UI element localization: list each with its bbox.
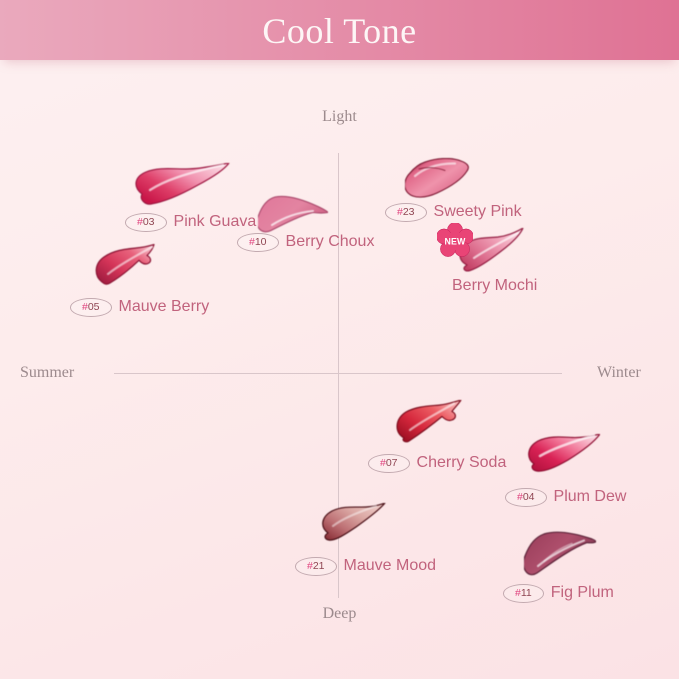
svg-text:NEW: NEW <box>444 236 466 246</box>
